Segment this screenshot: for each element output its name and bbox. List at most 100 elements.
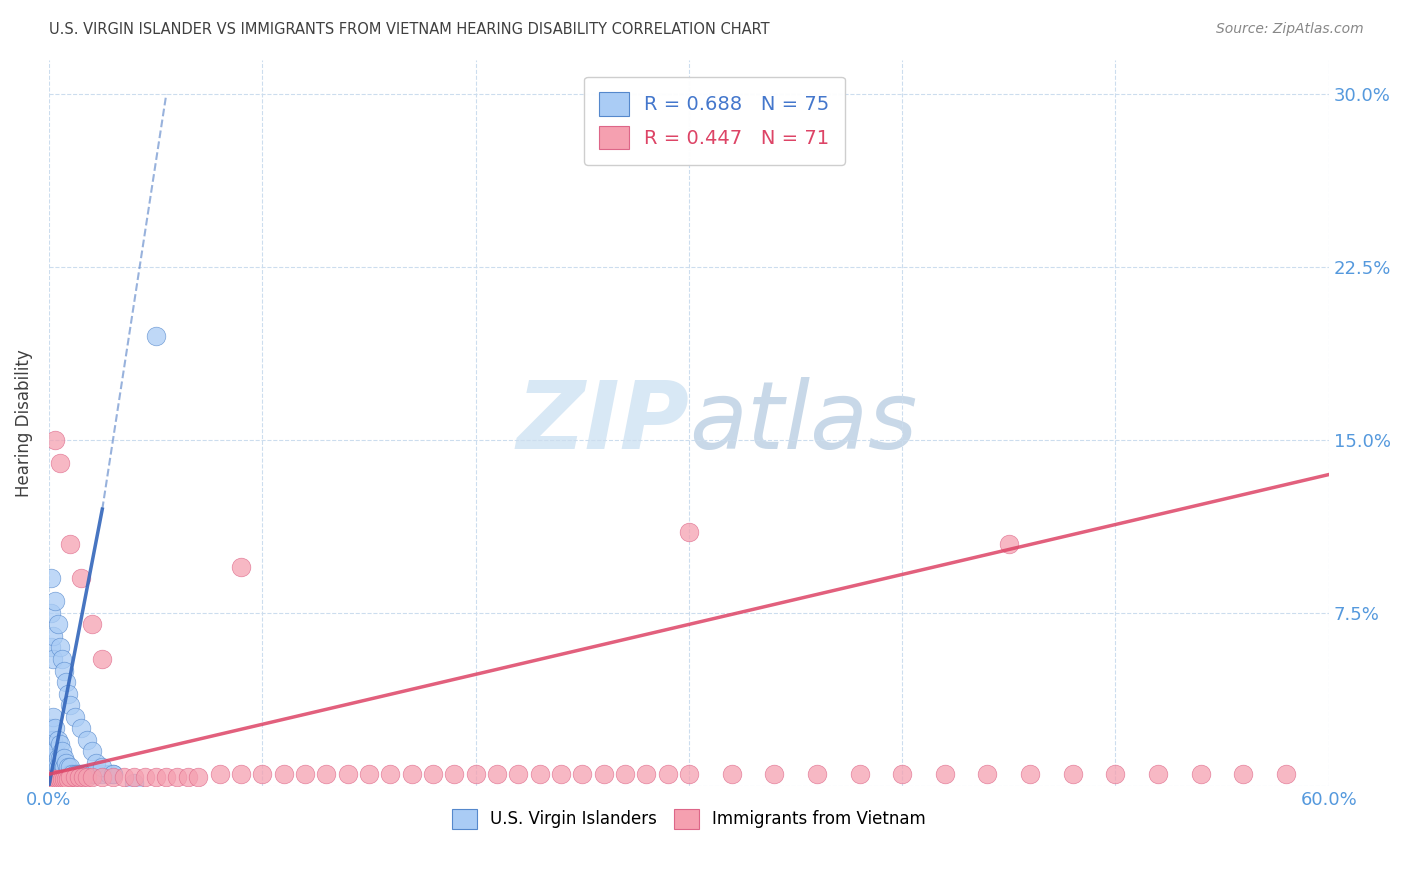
Point <box>42 652 65 666</box>
Point <box>1062 767 1084 781</box>
Point <box>91 760 114 774</box>
Point <box>571 767 593 781</box>
Point <box>401 767 423 781</box>
Point <box>155 770 177 784</box>
Point <box>52 760 75 774</box>
Point <box>42 709 65 723</box>
Point <box>39 760 62 774</box>
Point <box>550 767 572 781</box>
Point <box>39 640 62 655</box>
Point <box>1275 767 1298 781</box>
Point <box>976 767 998 781</box>
Point <box>44 760 66 774</box>
Point <box>592 767 614 781</box>
Point <box>145 770 167 784</box>
Point <box>848 767 870 781</box>
Point <box>464 767 486 781</box>
Point <box>76 770 98 784</box>
Point <box>39 751 62 765</box>
Point <box>42 744 65 758</box>
Point <box>48 456 70 470</box>
Text: ZIP: ZIP <box>516 376 689 468</box>
Text: U.S. VIRGIN ISLANDER VS IMMIGRANTS FROM VIETNAM HEARING DISABILITY CORRELATION C: U.S. VIRGIN ISLANDER VS IMMIGRANTS FROM … <box>49 22 770 37</box>
Point <box>44 594 66 608</box>
Point <box>63 770 86 784</box>
Point <box>52 772 75 786</box>
Point <box>44 767 66 781</box>
Point <box>39 756 62 770</box>
Point <box>1232 767 1254 781</box>
Point <box>70 767 93 781</box>
Point <box>998 537 1021 551</box>
Point <box>63 767 86 781</box>
Point <box>66 767 89 781</box>
Point <box>187 770 209 784</box>
Point <box>46 760 69 774</box>
Point <box>76 732 98 747</box>
Point <box>508 767 530 781</box>
Point <box>55 675 77 690</box>
Point <box>51 744 73 758</box>
Point <box>46 617 69 632</box>
Point <box>91 770 114 784</box>
Legend: U.S. Virgin Islanders, Immigrants from Vietnam: U.S. Virgin Islanders, Immigrants from V… <box>446 802 932 836</box>
Point <box>80 744 103 758</box>
Point <box>46 772 69 786</box>
Point <box>80 767 103 781</box>
Point <box>613 767 636 781</box>
Point <box>55 756 77 770</box>
Point <box>46 751 69 765</box>
Point <box>294 767 316 781</box>
Point <box>63 709 86 723</box>
Point <box>252 767 274 781</box>
Point <box>112 770 135 784</box>
Point <box>76 767 98 781</box>
Point <box>59 698 82 712</box>
Point <box>134 770 156 784</box>
Point <box>1104 767 1126 781</box>
Point <box>59 770 82 784</box>
Point <box>52 664 75 678</box>
Point <box>52 751 75 765</box>
Point <box>62 767 84 781</box>
Point <box>42 760 65 774</box>
Point <box>208 767 231 781</box>
Point <box>657 767 679 781</box>
Point <box>39 721 62 735</box>
Point <box>55 772 77 786</box>
Point <box>101 770 124 784</box>
Point <box>46 767 69 781</box>
Point <box>56 760 79 774</box>
Point <box>48 767 70 781</box>
Point <box>422 767 444 781</box>
Point <box>124 770 146 784</box>
Point <box>70 721 93 735</box>
Point <box>80 617 103 632</box>
Point <box>229 767 252 781</box>
Point <box>56 767 79 781</box>
Point <box>46 732 69 747</box>
Point <box>75 767 97 781</box>
Point <box>42 772 65 786</box>
Point <box>83 767 105 781</box>
Point <box>39 571 62 585</box>
Point <box>79 767 101 781</box>
Point <box>48 640 70 655</box>
Point <box>56 772 79 786</box>
Point <box>1019 767 1042 781</box>
Point <box>67 770 90 784</box>
Point <box>48 751 70 765</box>
Point <box>763 767 786 781</box>
Point <box>59 767 82 781</box>
Point <box>529 767 551 781</box>
Point <box>124 776 146 790</box>
Point <box>44 756 66 770</box>
Point <box>67 767 90 781</box>
Point <box>55 767 77 781</box>
Point <box>44 772 66 786</box>
Point <box>101 767 124 781</box>
Point <box>1147 767 1170 781</box>
Point <box>934 767 956 781</box>
Y-axis label: Hearing Disability: Hearing Disability <box>15 349 32 497</box>
Point <box>636 767 658 781</box>
